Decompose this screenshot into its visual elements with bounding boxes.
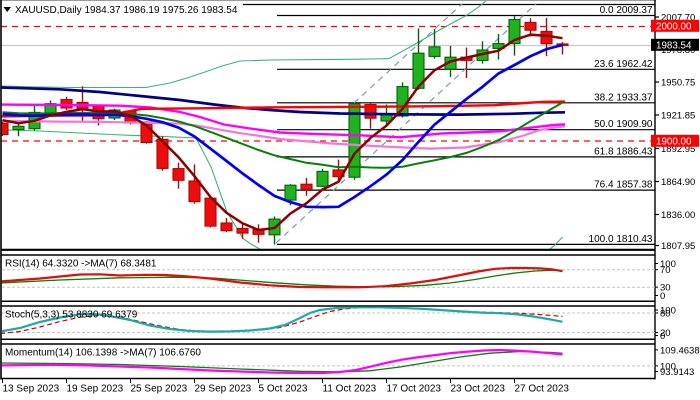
svg-text:19 Sep 2023: 19 Sep 2023 xyxy=(67,384,124,395)
svg-text:50.0 1909.90: 50.0 1909.90 xyxy=(594,119,653,130)
svg-text:5 Oct 2023: 5 Oct 2023 xyxy=(259,384,308,395)
svg-text:23 Oct 2023: 23 Oct 2023 xyxy=(451,384,506,395)
svg-text:30: 30 xyxy=(660,283,671,294)
svg-text:27 Oct 2023: 27 Oct 2023 xyxy=(515,384,570,395)
svg-text:0: 0 xyxy=(660,291,665,302)
svg-text:93.9143: 93.9143 xyxy=(660,367,694,378)
svg-text:0.0 2009.37: 0.0 2009.37 xyxy=(600,5,653,16)
svg-text:1921.85: 1921.85 xyxy=(661,111,695,122)
svg-text:29 Sep 2023: 29 Sep 2023 xyxy=(195,384,252,395)
svg-text:0: 0 xyxy=(660,331,665,342)
svg-text:Stoch(5,3,3) 53.8830 69.6379: Stoch(5,3,3) 53.8830 69.6379 xyxy=(5,310,138,321)
svg-text:70: 70 xyxy=(660,265,671,276)
svg-text:XAUUSD,Daily 1984.37 1986.19: XAUUSD,Daily 1984.37 1986.19 1975.26 198… xyxy=(15,5,238,16)
svg-text:1900.00: 1900.00 xyxy=(656,137,692,148)
svg-text:20: 20 xyxy=(660,328,671,339)
svg-text:1892.95: 1892.95 xyxy=(661,144,695,155)
svg-text:1836.00: 1836.00 xyxy=(661,210,695,221)
svg-text:13 Sep 2023: 13 Sep 2023 xyxy=(3,384,60,395)
svg-text:100.0 1810.43: 100.0 1810.43 xyxy=(589,234,653,245)
svg-text:109.4638: 109.4638 xyxy=(660,345,700,356)
svg-text:17 Oct 2023: 17 Oct 2023 xyxy=(387,384,442,395)
svg-text:25 Sep 2023: 25 Sep 2023 xyxy=(131,384,188,395)
svg-text:23.6 1962.42: 23.6 1962.42 xyxy=(594,59,653,70)
svg-text:Momentum(14) 106.1398 ->MA(7): Momentum(14) 106.1398 ->MA(7) 106.6760 xyxy=(5,348,201,359)
svg-text:1864.90: 1864.90 xyxy=(661,177,695,188)
svg-text:2000.00: 2000.00 xyxy=(656,22,692,33)
svg-text:100: 100 xyxy=(660,259,676,270)
svg-text:100: 100 xyxy=(660,306,676,317)
svg-text:RSI(14) 64.3320 ->MA(7) 68.34: RSI(14) 64.3320 ->MA(7) 68.3481 xyxy=(5,259,157,270)
svg-text:61.8 1886.43: 61.8 1886.43 xyxy=(594,146,653,157)
svg-text:1807.95: 1807.95 xyxy=(661,241,695,252)
svg-text:1950.75: 1950.75 xyxy=(661,78,695,89)
svg-text:2007.70: 2007.70 xyxy=(661,13,695,24)
svg-text:38.2 1933.37: 38.2 1933.37 xyxy=(594,92,653,103)
svg-text:76.4 1857.38: 76.4 1857.38 xyxy=(594,180,653,191)
svg-text:11 Oct 2023: 11 Oct 2023 xyxy=(323,384,377,395)
svg-text:100: 100 xyxy=(660,361,676,372)
svg-text:80: 80 xyxy=(660,309,671,320)
svg-text:1983.54: 1983.54 xyxy=(656,41,692,52)
